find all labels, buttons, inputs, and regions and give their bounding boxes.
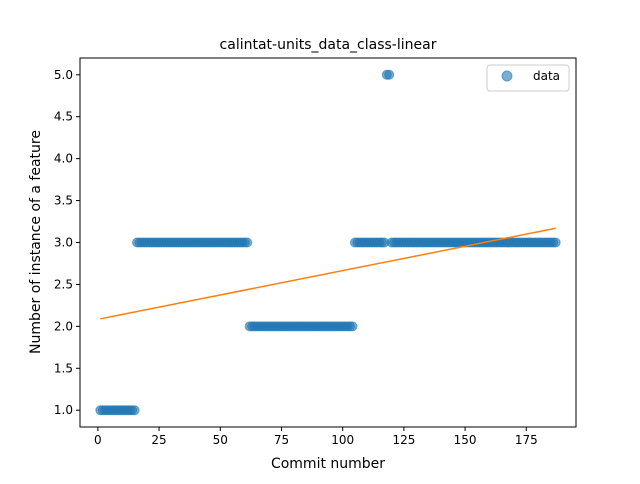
y-tick-label: 2.0 <box>54 319 73 333</box>
x-tick-label: 50 <box>213 433 228 447</box>
legend: data <box>486 64 570 92</box>
fit-line <box>100 227 556 320</box>
x-tick-label: 25 <box>151 433 166 447</box>
x-tick-label: 125 <box>392 433 415 447</box>
x-tick-label: 150 <box>454 433 477 447</box>
y-tick-label: 4.0 <box>54 152 73 166</box>
y-tick-label: 1.5 <box>54 361 73 375</box>
y-tick-label: 2.5 <box>54 277 73 291</box>
data-point <box>242 237 253 248</box>
data-point <box>550 237 561 248</box>
data-point <box>384 69 395 80</box>
legend-label-data: data <box>533 69 560 83</box>
y-tick-label: 5.0 <box>54 68 73 82</box>
x-tick-label: 175 <box>515 433 538 447</box>
y-tick-label: 3.5 <box>54 194 73 208</box>
x-axis-label: Commit number <box>271 456 385 472</box>
y-axis: 1.0 1.5 2.0 2.5 3.0 3.5 4.0 4.5 5.0 <box>54 68 80 417</box>
y-tick-label: 3.0 <box>54 236 73 250</box>
data-point <box>129 405 140 416</box>
x-axis: 0 25 50 75 100 125 150 175 <box>94 427 538 447</box>
plot-area <box>95 69 561 416</box>
y-tick-label: 4.5 <box>54 110 73 124</box>
y-axis-label: Number of instance of a feature <box>28 130 44 354</box>
data-point <box>347 321 358 332</box>
x-tick-label: 100 <box>331 433 354 447</box>
x-tick-label: 75 <box>274 433 289 447</box>
y-tick-label: 1.0 <box>54 403 73 417</box>
legend-marker-data <box>501 70 513 82</box>
chart-title: calintat-units_data_class-linear <box>220 37 437 53</box>
x-tick-label: 0 <box>94 433 102 447</box>
